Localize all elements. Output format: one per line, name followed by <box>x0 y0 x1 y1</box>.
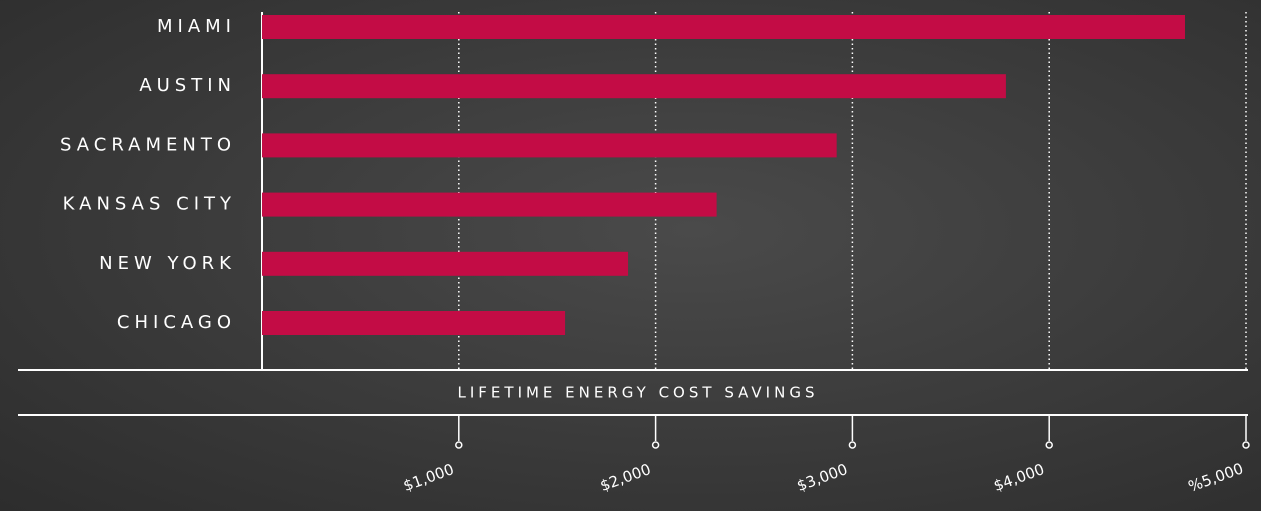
bar <box>262 311 565 335</box>
x-axis-title: LIFETIME ENERGY COST SAVINGS <box>458 384 819 402</box>
page: {"chart_data": {"type": "bar", "orientat… <box>0 0 1261 511</box>
bar <box>262 74 1006 98</box>
y-tick-label: SACRAMENTO <box>60 134 236 155</box>
bar <box>262 193 717 217</box>
bar <box>262 15 1185 39</box>
y-tick-label: CHICAGO <box>117 312 236 333</box>
y-tick-label: MIAMI <box>157 16 236 37</box>
y-tick-label: KANSAS CITY <box>63 194 236 215</box>
y-tick-label: AUSTIN <box>139 75 236 96</box>
bar <box>262 252 628 276</box>
chart: LIFETIME ENERGY COST SAVINGS $1,000$2,00… <box>0 0 1261 511</box>
y-tick-label: NEW YORK <box>99 253 236 274</box>
bar <box>262 133 837 157</box>
